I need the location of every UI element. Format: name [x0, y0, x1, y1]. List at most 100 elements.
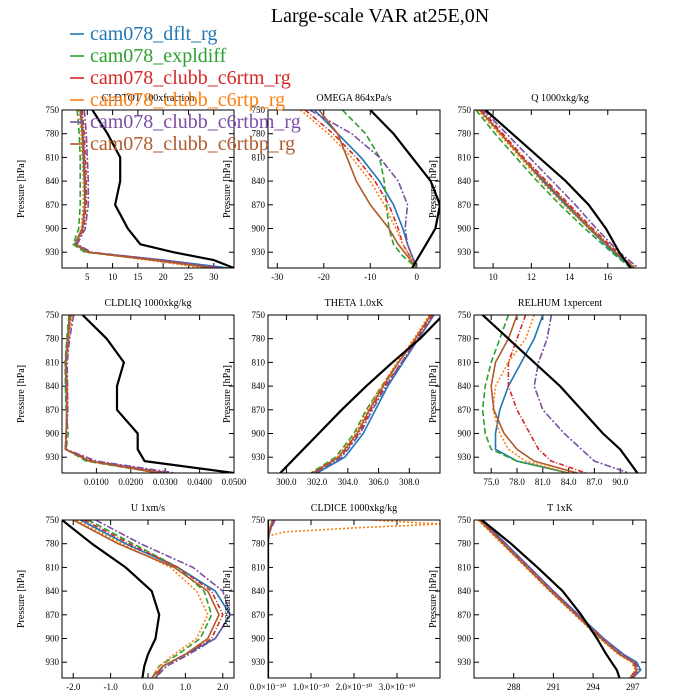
- series-line-cam078_clubb_c6rtp_rg: [312, 315, 430, 473]
- panels: CLDTOT 100xfraction Pressure [hPa] 750 780 8…: [16, 93, 647, 692]
- x-tick-label: 30: [209, 272, 219, 282]
- y-tick-label: 810: [252, 562, 266, 572]
- x-tick-label: 288: [507, 682, 521, 692]
- y-tick-label: 900: [458, 429, 472, 439]
- series-line-cam078_dflt_rg: [494, 315, 569, 473]
- series-line-reference: [481, 315, 639, 473]
- series-line-cam078_clubb_c6rtbp_rg: [318, 110, 418, 268]
- y-axis-label: Pressure [hPa]: [16, 365, 27, 423]
- y-tick-label: 780: [46, 129, 60, 139]
- y-tick-label: 900: [252, 429, 266, 439]
- x-tick-label: 78.0: [509, 477, 525, 487]
- legend-label: cam078_clubb_c6rtbp_rg: [90, 133, 295, 155]
- legend-label: cam078_expldiff: [90, 45, 227, 67]
- y-tick-label: 870: [46, 200, 60, 210]
- series-line-cam078_clubb_c6rtp_rg: [492, 315, 569, 473]
- x-tick-label: 300.0: [276, 477, 297, 487]
- y-tick-label: 900: [46, 429, 60, 439]
- y-tick-label: 930: [252, 657, 266, 667]
- y-tick-label: 840: [46, 586, 60, 596]
- series-line-cam078_expldiff: [475, 110, 632, 268]
- y-tick-label: 750: [252, 310, 266, 320]
- series-line-reference: [369, 110, 440, 268]
- series-line-cam078_clubb_c6rtbm_rg: [481, 520, 641, 678]
- series-line-cam078_clubb_c6rtbp_rg: [74, 110, 214, 268]
- plot-frame: [61, 519, 235, 679]
- series-line-cam078_clubb_c6rtp_rg: [268, 520, 440, 678]
- x-tick-label: 302.0: [307, 477, 328, 487]
- y-axis-label: Pressure [hPa]: [16, 160, 27, 218]
- x-tick-label: 1.0: [180, 682, 192, 692]
- y-axis-label: Pressure [hPa]: [428, 160, 439, 218]
- panel-cldliq: CLDLIQ 1000xkg/kg Pressure [hPa] 750 780 810…: [16, 298, 247, 487]
- y-tick-label: 930: [458, 247, 472, 257]
- y-tick-label: 900: [458, 224, 472, 234]
- y-tick-label: 750: [252, 105, 266, 115]
- legend-label: cam078_clubb_c6rtp_rg: [90, 89, 285, 111]
- y-tick-label: 870: [46, 610, 60, 620]
- panel-title: T 1xK: [547, 503, 573, 514]
- figure-title: Large-scale VAR at25E,0N: [271, 5, 489, 27]
- series-line-cam078_dflt_rg: [316, 315, 435, 473]
- y-tick-label: 780: [252, 334, 266, 344]
- series-line-cam078_clubb_c6rtbp_rg: [490, 315, 578, 473]
- y-tick-label: 810: [458, 562, 472, 572]
- series-line-reference: [279, 316, 440, 473]
- legend-label: cam078_clubb_c6rtm_rg: [90, 67, 291, 89]
- y-tick-label: 840: [458, 586, 472, 596]
- y-tick-label: 870: [46, 405, 60, 415]
- y-tick-label: 810: [458, 357, 472, 367]
- series-line-reference: [62, 520, 161, 678]
- series-line-cam078_clubb_c6rtp_rg: [299, 110, 418, 268]
- x-tick-label: 20: [159, 272, 169, 282]
- x-tick-label: 2.0×10⁻³⁰: [336, 682, 373, 692]
- y-tick-label: 930: [252, 452, 266, 462]
- series-line-cam078_clubb_c6rtp_rg: [477, 520, 637, 678]
- legend: cam078_dflt_rgcam078_expldiffcam078_club…: [70, 23, 301, 155]
- x-tick-label: -1.0: [103, 682, 118, 692]
- y-tick-label: 810: [46, 562, 60, 572]
- x-tick-label: 90.0: [612, 477, 628, 487]
- y-tick-label: 870: [252, 610, 266, 620]
- y-tick-label: 780: [252, 539, 266, 549]
- series-line-cam078_expldiff: [481, 315, 569, 473]
- panel-relhum: RELHUM 1xpercent Pressure [hPa] 750 780 810 8…: [428, 298, 647, 487]
- x-tick-label: 12: [527, 272, 536, 282]
- plot-frame: [267, 314, 441, 474]
- y-tick-label: 750: [458, 515, 472, 525]
- y-axis-label: Pressure [hPa]: [428, 365, 439, 423]
- x-tick-label: 308.0: [399, 477, 420, 487]
- y-tick-label: 810: [252, 152, 266, 162]
- y-tick-label: 750: [46, 105, 60, 115]
- series-line-cam078_clubb_c6rtbp_rg: [72, 520, 220, 678]
- panel-t: T 1xK Pressure [hPa] 750 780 810 840 870 900 930…: [428, 503, 647, 692]
- series-line-cam078_clubb_c6rtbp_rg: [64, 315, 159, 473]
- y-tick-label: 840: [46, 381, 60, 391]
- x-tick-label: 81.0: [535, 477, 551, 487]
- y-axis-label: Pressure [hPa]: [222, 160, 233, 218]
- panel-u: U 1xm/s Pressure [hPa] 750 780 810 840 870 900 9…: [16, 503, 235, 692]
- x-tick-label: 10: [489, 272, 499, 282]
- y-tick-label: 780: [252, 129, 266, 139]
- x-tick-label: 0.0400: [187, 477, 212, 487]
- panel-cldtot: CLDTOT 100xfraction Pressure [hPa] 750 780 8…: [16, 93, 235, 282]
- panel-title: CLDTOT 100xfraction: [102, 93, 195, 104]
- x-tick-label: 75.0: [483, 477, 499, 487]
- plot-frame: [61, 109, 235, 269]
- y-tick-label: 930: [46, 247, 60, 257]
- y-tick-label: 810: [46, 152, 60, 162]
- y-tick-label: 840: [46, 176, 60, 186]
- y-tick-label: 750: [252, 515, 266, 525]
- series-line-reference: [81, 315, 234, 473]
- x-tick-label: 15: [133, 272, 143, 282]
- plot-frame: [473, 519, 647, 679]
- series-line-cam078_clubb_c6rtm_rg: [507, 315, 587, 473]
- panel-omega: OMEGA 864xPa/s Pressure [hPa] 750 780 810 840…: [222, 93, 441, 282]
- y-tick-label: 840: [252, 586, 266, 596]
- plot-frame: [473, 109, 647, 269]
- y-tick-label: 900: [252, 224, 266, 234]
- y-tick-label: 900: [46, 224, 60, 234]
- series-line-reference: [91, 110, 234, 268]
- x-tick-label: 1.0×10⁻³⁰: [293, 682, 330, 692]
